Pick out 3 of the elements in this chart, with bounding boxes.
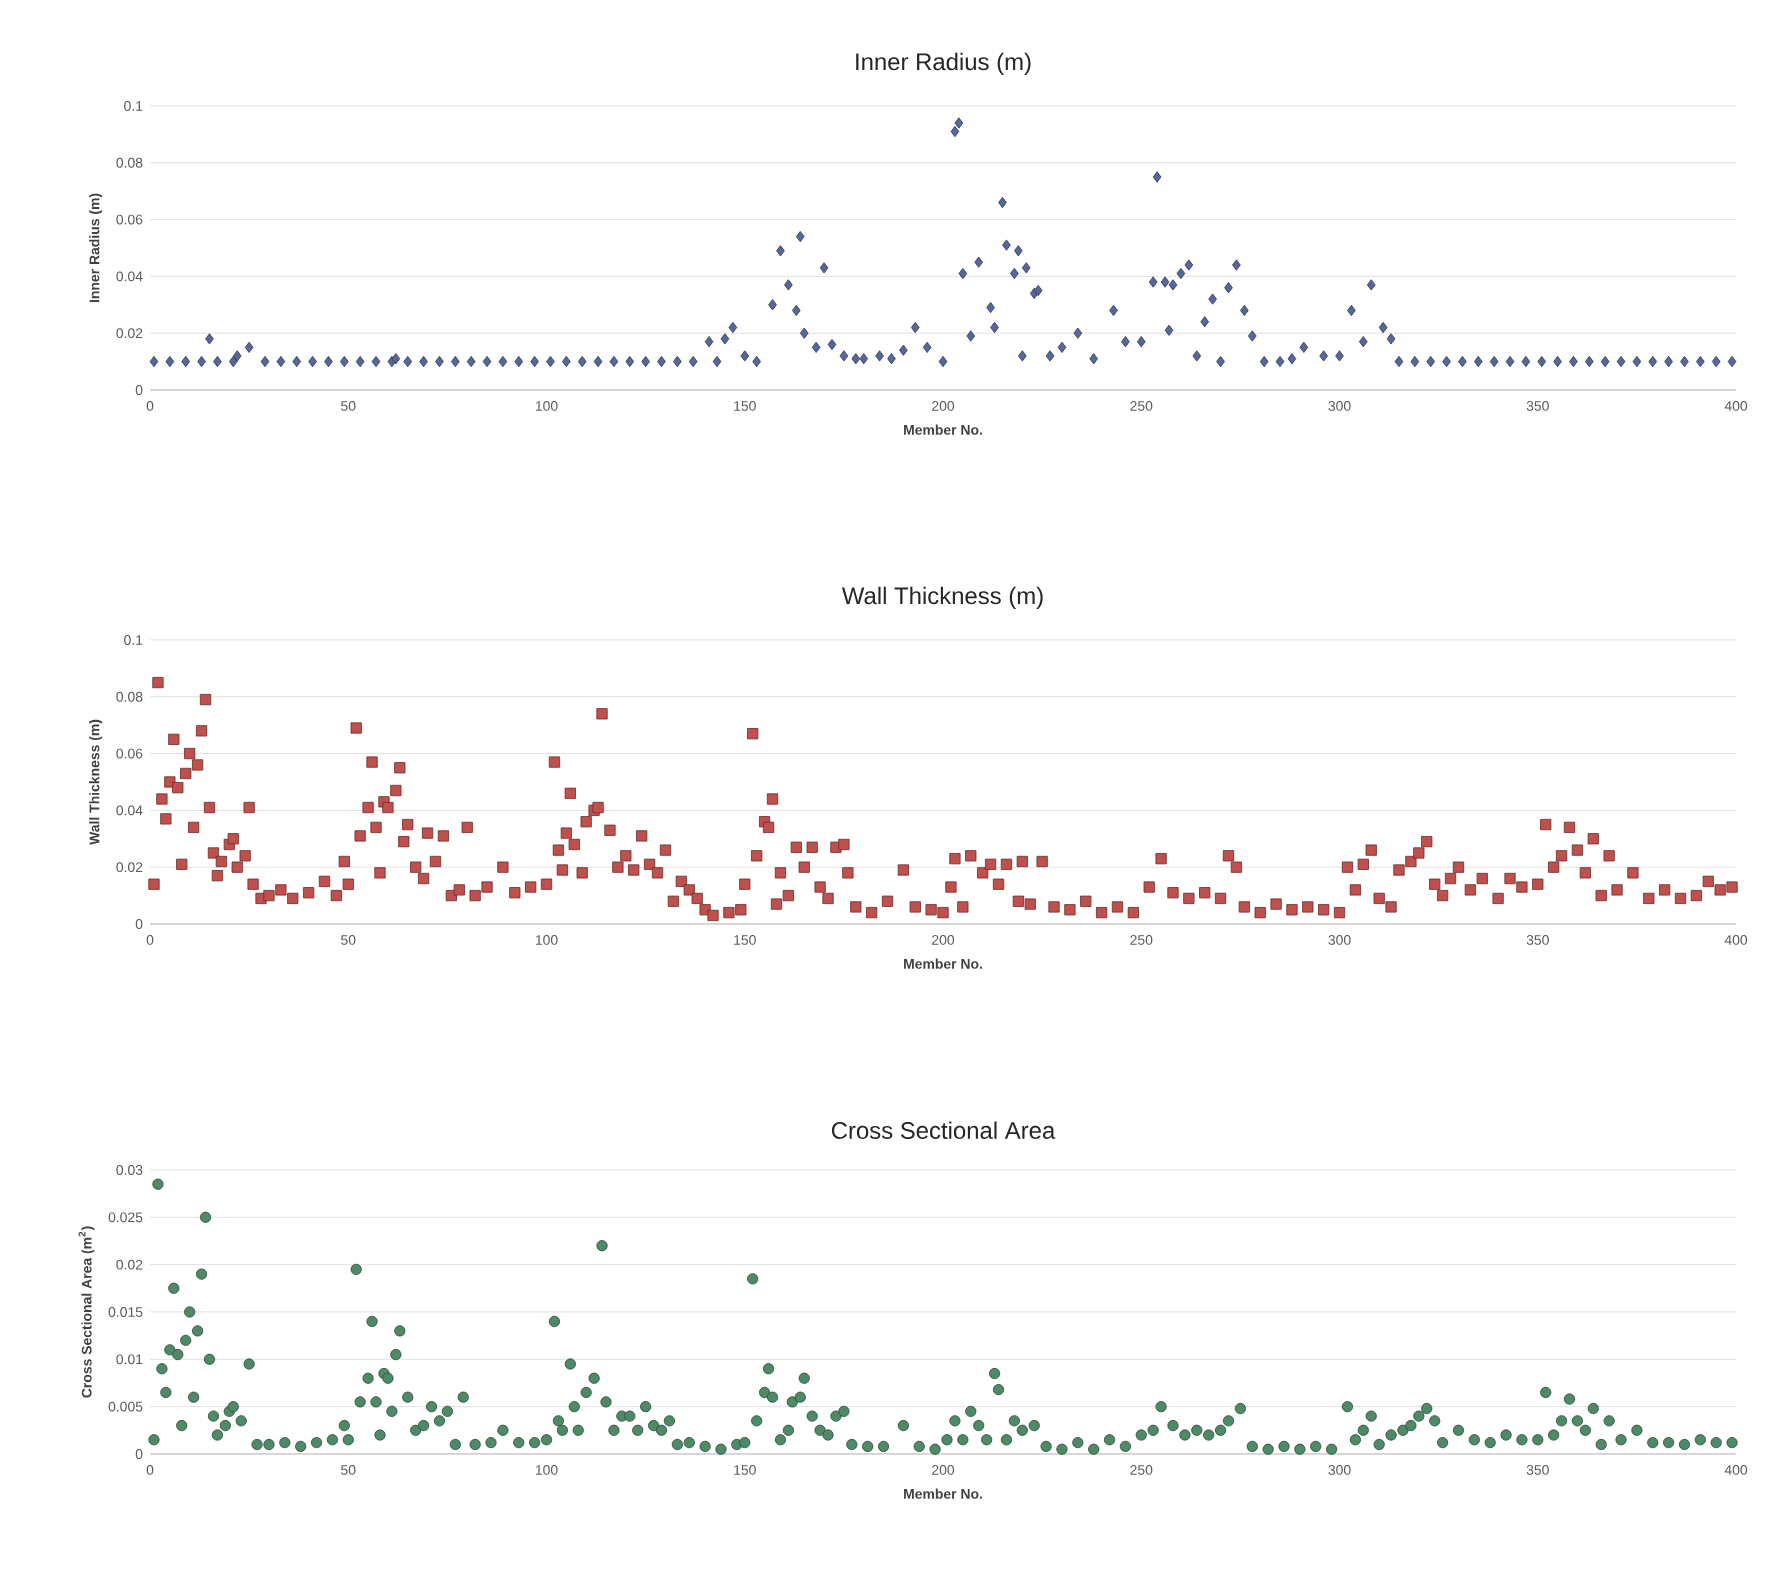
chart-title: Inner Radius (m): [856, 52, 1031, 75]
chart-title: Wall Thickness (m): [841, 586, 1043, 609]
chart-title: Cross Sectional Area: [831, 1121, 1056, 1139]
